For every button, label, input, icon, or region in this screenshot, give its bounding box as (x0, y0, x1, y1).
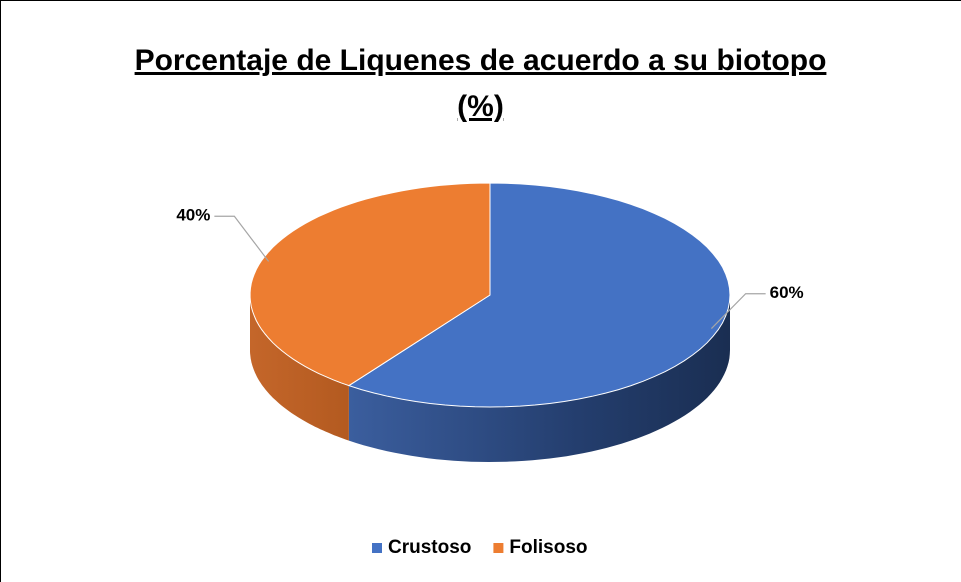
legend-swatch (493, 543, 504, 553)
slice (249, 182, 491, 387)
slice (347, 182, 731, 408)
data-label: 40% (176, 206, 210, 225)
legend-swatch (372, 543, 382, 553)
leader-line (214, 215, 270, 262)
chart-title: Porcentaje de Liquenes de acuerdo a su b… (134, 44, 827, 123)
leader-line (710, 293, 766, 329)
legend-label: Crustoso (388, 537, 471, 558)
slice-side (250, 295, 349, 441)
data-label: 60% (770, 283, 804, 302)
slice-side (348, 295, 730, 462)
legend-label: Folisoso (509, 537, 587, 558)
